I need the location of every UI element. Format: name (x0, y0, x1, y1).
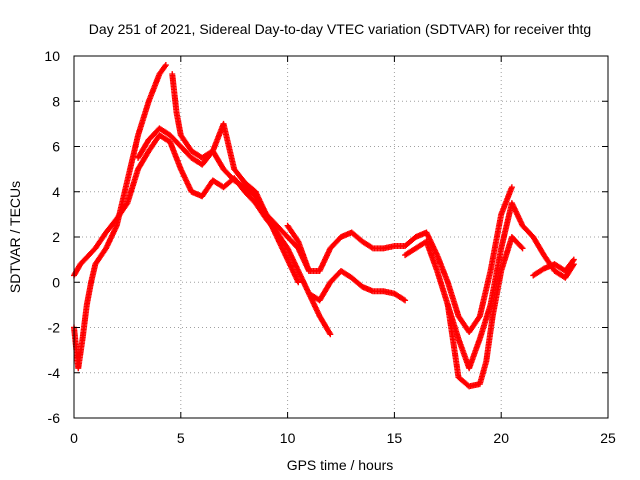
y-tick-label: 8 (52, 93, 60, 109)
chart-title: Day 251 of 2021, Sidereal Day-to-day VTE… (89, 21, 591, 37)
data-point (518, 244, 525, 251)
data-point (162, 62, 169, 69)
data-point (519, 245, 526, 252)
x-tick-label: 20 (493, 430, 509, 446)
x-axis-label: GPS time / hours (287, 457, 394, 473)
axis-ticks (73, 55, 609, 419)
y-tick-label: 0 (52, 274, 60, 290)
y-tick-label: -4 (48, 365, 61, 381)
x-tick-labels: 0 5 10 15 20 25 (70, 430, 616, 446)
x-tick-label: 25 (600, 430, 616, 446)
x-tick-label: 5 (177, 430, 185, 446)
x-tick-label: 15 (387, 430, 403, 446)
data-point (295, 279, 302, 286)
data-point (570, 256, 577, 263)
y-tick-label: -2 (48, 320, 61, 336)
data-point (327, 331, 334, 338)
y-tick-label: 10 (44, 48, 60, 64)
data-point (508, 184, 515, 191)
x-tick-label: 0 (70, 430, 78, 446)
y-tick-label: 2 (52, 229, 60, 245)
y-axis-label: SDTVAR / TECUs (7, 181, 23, 293)
data-point (326, 329, 333, 336)
data-points (71, 62, 577, 390)
x-tick-label: 10 (280, 430, 296, 446)
y-tick-label: 4 (52, 184, 60, 200)
data-point (402, 297, 409, 304)
y-tick-label: -6 (48, 410, 61, 426)
y-tick-label: 6 (52, 139, 60, 155)
data-point (569, 257, 576, 264)
y-tick-labels: -6 -4 -2 0 2 4 6 8 10 (44, 48, 60, 426)
data-point (161, 63, 168, 70)
